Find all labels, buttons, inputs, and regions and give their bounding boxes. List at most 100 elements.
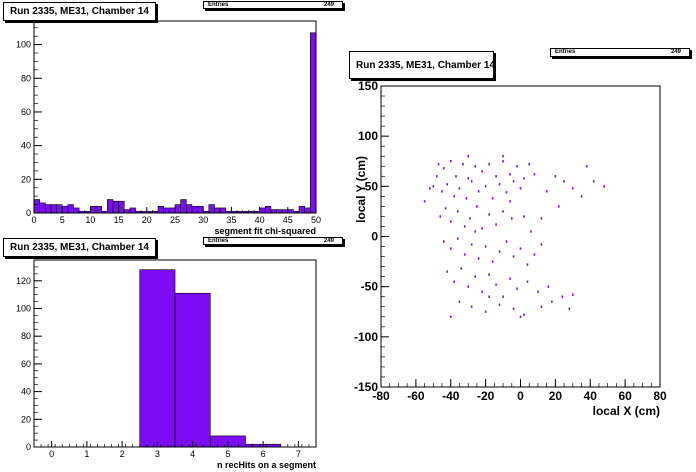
plot-frame: [380, 85, 661, 388]
scatter-point: [551, 300, 553, 303]
histogram-bar: [270, 209, 277, 214]
y-tick-label: 80: [21, 73, 31, 83]
local-stats: Entries 249: [550, 48, 690, 57]
scatter-point: [439, 215, 442, 218]
x-tick-label: 3: [155, 449, 160, 459]
histogram-bar: [304, 207, 311, 214]
x-tick-label: 35: [226, 215, 236, 225]
scatter-point: [446, 183, 449, 186]
histogram-bar: [157, 205, 165, 214]
x-tick-label: 15: [114, 215, 124, 225]
x-tick-label: 20: [142, 215, 152, 225]
scatter-point: [530, 230, 532, 233]
local-panel: -80 -60 -40 -20 0 20 40 60 80 -150 -100 -50 0 50 100 15…: [345, 0, 696, 472]
x-tick-label: 7: [296, 449, 301, 459]
histogram-bar: [33, 199, 40, 214]
scatter-point: [516, 287, 518, 290]
nhits-stats-label: Entries: [208, 238, 229, 244]
histogram-bar: [39, 202, 46, 214]
scatter-point: [519, 187, 522, 190]
scatter-point: [502, 160, 504, 163]
scatter-point: [528, 163, 531, 166]
chi2-panel: 0 5 10 15 20 25 30 35 40 45 50 0 20 40 60 80 100 segment …: [0, 0, 345, 236]
x-tick-label: 40: [584, 389, 598, 403]
scatter-point: [484, 185, 487, 188]
scatter-point: [505, 240, 508, 243]
scatter-point: [442, 240, 445, 243]
scatter-point: [470, 180, 473, 183]
histogram-bar: [214, 207, 221, 214]
scatter-point: [474, 230, 476, 233]
x-axis-label: segment fit chi-squared: [214, 226, 316, 236]
scatter-point: [495, 175, 497, 178]
y-tick-label: 40: [21, 387, 31, 397]
scatter-point: [554, 175, 557, 178]
scatter-point: [474, 275, 476, 278]
scatter-point: [444, 207, 447, 210]
histogram-bar: [287, 209, 294, 214]
scatter-point: [491, 260, 494, 263]
histogram-bar: [61, 205, 69, 214]
histogram-bar: [129, 207, 136, 214]
chi2-stats-value: 249: [323, 2, 334, 8]
scatter-point: [502, 210, 504, 213]
x-tick-label: 25: [170, 215, 180, 225]
scatter-point: [498, 303, 501, 306]
histogram-bar: [90, 205, 97, 214]
scatter-point: [449, 247, 452, 250]
histogram-bar: [56, 204, 63, 214]
scatter-point: [453, 280, 456, 283]
scatter-point: [488, 213, 490, 216]
scatter-point: [563, 180, 565, 183]
scatter-point: [423, 200, 426, 203]
y-tick-label: -100: [354, 330, 378, 344]
x-axis-label: n recHits on a segment: [217, 460, 316, 470]
scatter-point: [558, 205, 560, 208]
scatter-point: [484, 310, 487, 313]
histogram-bar: [118, 200, 125, 214]
scatter-point: [523, 313, 525, 316]
x-tick-label: -40: [442, 389, 460, 403]
scatter-point: [592, 180, 595, 183]
x-tick-label: 20: [549, 389, 563, 403]
scatter-point: [516, 165, 518, 168]
histogram-bar: [112, 200, 119, 214]
scatter-point: [523, 215, 525, 218]
y-tick-label: 0: [371, 230, 378, 244]
y-tick-label: 100: [16, 303, 31, 313]
scatter-point: [470, 243, 473, 246]
scatter-point: [585, 165, 588, 168]
scatter-point: [481, 290, 483, 293]
x-tick-label: 45: [283, 215, 293, 225]
histogram-bar: [95, 205, 102, 214]
scatter-point: [580, 195, 583, 198]
y-tick-label: 80: [21, 331, 31, 341]
x-axis-label: local X (cm): [593, 404, 660, 418]
scatter-point: [545, 190, 548, 193]
scatter-point: [458, 187, 461, 190]
nhits-plot: 0 1 2 3 4 5 6 7 0 20 40 60 80 100 120 n recHits on a se…: [16, 259, 317, 470]
chi2-plot: 0 5 10 15 20 25 30 35 40 45 50 0 20 40 60 80 100 segment …: [16, 20, 321, 236]
scatter-point: [467, 155, 469, 158]
histogram-bar: [50, 204, 57, 214]
x-tick-label: -60: [407, 389, 425, 403]
histogram-bar: [44, 204, 52, 214]
y-tick-label: 100: [358, 129, 378, 143]
scatter-point: [540, 305, 543, 308]
histogram-bar: [67, 204, 74, 214]
y-tick-label: 100: [16, 40, 31, 50]
scatter-point: [455, 175, 457, 178]
local-stats-value: 249: [670, 49, 681, 55]
scatter-point: [449, 315, 452, 318]
scatter-point: [432, 185, 435, 188]
histogram-bar: [191, 205, 198, 214]
histogram-bar: [197, 205, 204, 214]
scatter-point: [526, 263, 529, 266]
scatter-point: [474, 165, 476, 168]
scatter-point: [441, 190, 443, 193]
scatter-point: [526, 280, 529, 283]
x-tick-label: 5: [225, 449, 230, 459]
scatter-point: [460, 267, 463, 270]
scatter-point: [491, 197, 494, 200]
histogram-bar: [163, 207, 170, 214]
